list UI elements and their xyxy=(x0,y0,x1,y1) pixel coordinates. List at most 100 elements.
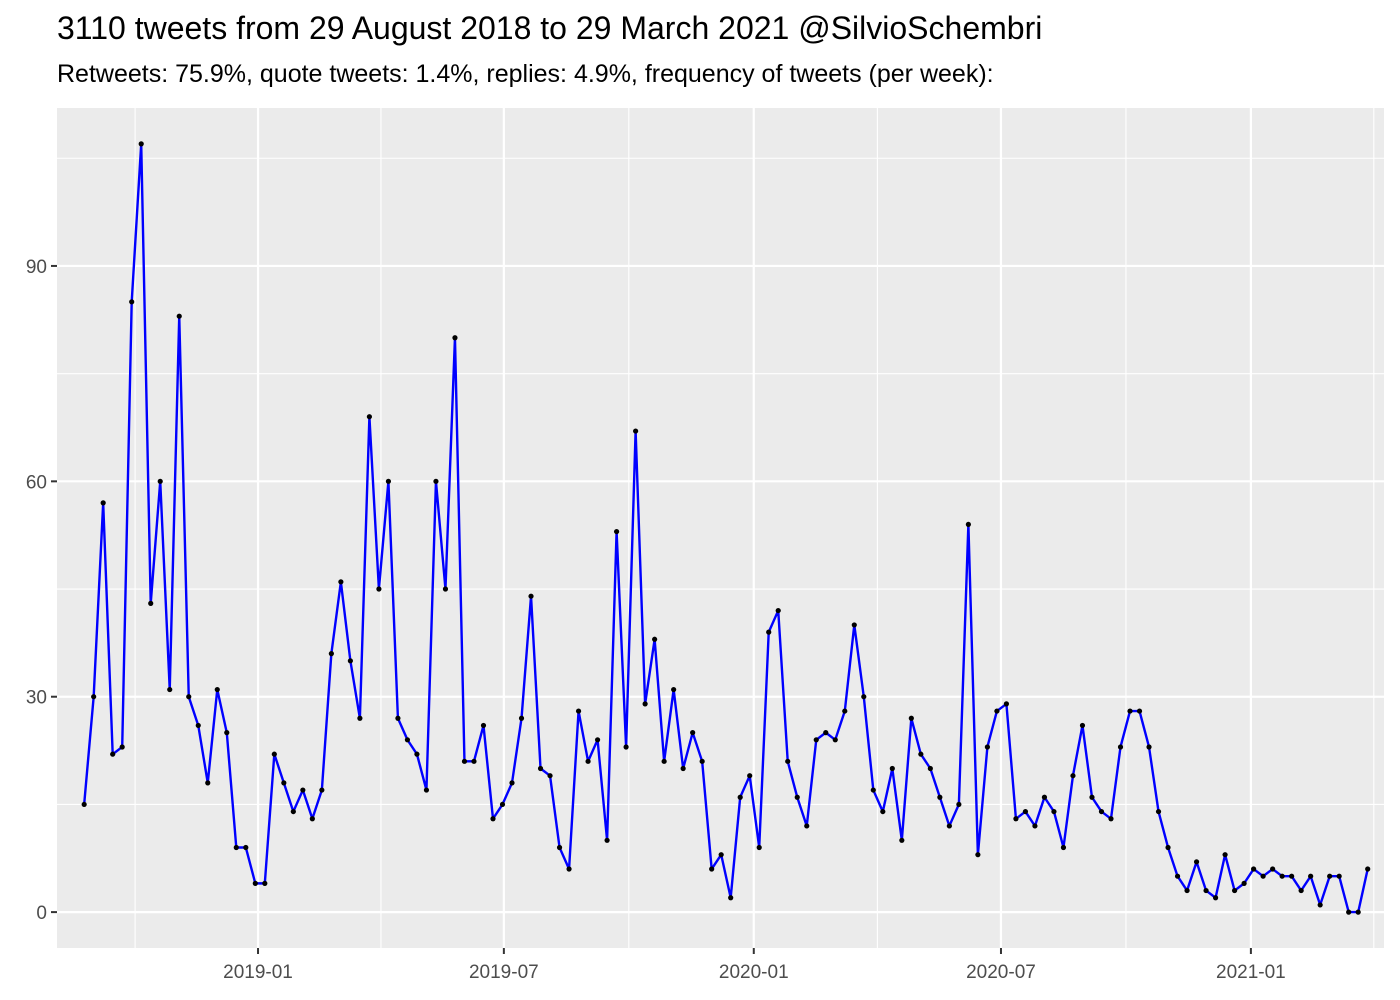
data-point xyxy=(851,622,857,628)
data-point xyxy=(575,708,582,714)
data-point xyxy=(509,780,515,786)
data-point xyxy=(699,758,705,764)
data-point xyxy=(1155,808,1162,815)
data-point xyxy=(1003,701,1010,707)
data-point xyxy=(671,686,677,693)
data-point xyxy=(1117,744,1124,750)
data-point xyxy=(690,730,696,736)
data-point xyxy=(1136,708,1143,714)
data-point xyxy=(366,414,372,420)
data-point xyxy=(167,686,173,693)
y-tick-label: 0 xyxy=(36,903,47,924)
data-point xyxy=(1222,852,1228,858)
x-axis: 2019-01 2019-07 2020-01 2020-07 2021-01 xyxy=(223,948,1286,983)
data-point xyxy=(633,428,639,434)
points-layer xyxy=(81,141,1371,915)
data-point xyxy=(1089,794,1095,800)
data-point xyxy=(823,730,829,736)
data-point xyxy=(414,751,420,757)
data-point xyxy=(1051,808,1057,815)
data-point xyxy=(880,808,886,815)
data-point xyxy=(176,313,182,319)
data-point xyxy=(1260,873,1266,879)
data-point xyxy=(1041,794,1048,800)
x-tick-label: 2020-07 xyxy=(966,962,1036,983)
data-point xyxy=(547,773,553,779)
data-point xyxy=(994,708,1000,714)
data-point xyxy=(518,715,525,721)
data-point xyxy=(1127,708,1133,714)
data-point xyxy=(129,299,135,305)
data-point xyxy=(1289,873,1295,879)
data-point xyxy=(195,722,201,729)
data-point xyxy=(680,765,686,772)
data-point xyxy=(157,478,163,484)
data-point xyxy=(262,880,268,886)
data-point xyxy=(661,758,667,764)
data-point xyxy=(813,737,819,743)
data-point xyxy=(975,852,981,858)
data-point xyxy=(613,528,620,535)
y-tick-label: 90 xyxy=(26,257,47,278)
data-point xyxy=(766,629,772,635)
data-point xyxy=(937,794,943,800)
data-point xyxy=(100,500,106,506)
data-point xyxy=(870,787,876,793)
data-point xyxy=(1317,902,1323,908)
data-point xyxy=(1270,866,1276,872)
data-point xyxy=(585,758,591,764)
data-point xyxy=(709,866,715,872)
data-point xyxy=(965,521,971,528)
data-point xyxy=(1346,909,1352,915)
data-point xyxy=(1193,859,1200,865)
data-point xyxy=(1013,816,1019,822)
y-tick-label: 60 xyxy=(26,472,47,493)
data-point xyxy=(718,852,724,858)
plot-panel xyxy=(57,108,1384,948)
data-point xyxy=(186,694,192,700)
data-point xyxy=(1279,873,1285,879)
data-point xyxy=(110,751,116,757)
data-point xyxy=(214,686,220,693)
data-point xyxy=(956,801,962,808)
data-point xyxy=(328,651,334,657)
data-point xyxy=(309,816,315,822)
data-point xyxy=(480,722,487,729)
data-point xyxy=(338,579,344,585)
data-point xyxy=(1327,873,1333,879)
data-point xyxy=(1184,887,1190,894)
data-point xyxy=(1098,808,1105,815)
data-point xyxy=(728,895,734,901)
data-point xyxy=(1203,887,1209,894)
x-tick-label: 2019-01 xyxy=(223,962,293,983)
data-point xyxy=(433,478,439,484)
data-point xyxy=(604,837,610,843)
data-point xyxy=(252,880,258,886)
data-point xyxy=(281,780,287,786)
data-point xyxy=(804,823,810,829)
data-point xyxy=(271,751,277,757)
data-point xyxy=(1241,880,1247,886)
data-point xyxy=(889,765,895,772)
data-point xyxy=(1032,823,1038,829)
data-point xyxy=(442,586,449,592)
data-point xyxy=(747,773,753,779)
data-point xyxy=(81,801,87,808)
data-point xyxy=(652,636,658,642)
data-point xyxy=(452,335,458,341)
data-point xyxy=(918,751,924,757)
x-tick-label: 2021-01 xyxy=(1216,962,1286,983)
data-point xyxy=(1165,844,1171,851)
data-point xyxy=(775,607,781,614)
data-point xyxy=(1308,873,1314,879)
data-point xyxy=(785,758,791,764)
x-tick-label: 2019-07 xyxy=(469,962,539,983)
data-point xyxy=(556,844,563,851)
data-point xyxy=(1060,844,1067,851)
data-point xyxy=(1022,808,1029,815)
data-point xyxy=(861,694,867,700)
data-point xyxy=(1355,909,1361,915)
data-point xyxy=(794,794,800,800)
data-point xyxy=(1070,773,1076,779)
